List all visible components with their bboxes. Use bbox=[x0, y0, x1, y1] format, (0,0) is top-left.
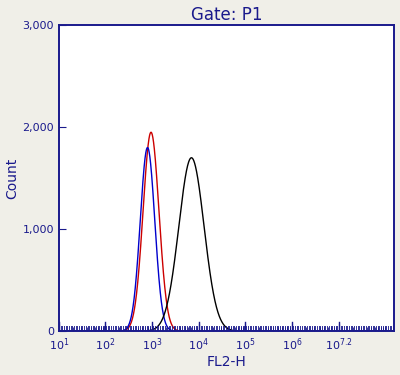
Title: Gate: P1: Gate: P1 bbox=[191, 6, 262, 24]
X-axis label: FL2-H: FL2-H bbox=[207, 356, 246, 369]
Y-axis label: Count: Count bbox=[6, 158, 20, 199]
